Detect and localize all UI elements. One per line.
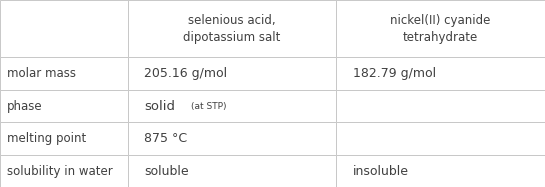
Bar [128,155,336,187]
Bar [0,57,128,90]
Text: (at STP): (at STP) [191,102,226,111]
Text: insoluble: insoluble [353,165,409,178]
Bar [336,122,545,155]
Text: solubility in water: solubility in water [7,165,112,178]
Text: selenious acid,
dipotassium salt: selenious acid, dipotassium salt [184,13,281,44]
Bar [336,90,545,122]
Bar [0,90,128,122]
Text: molar mass: molar mass [7,67,76,80]
Text: solid: solid [144,100,175,113]
Text: 875 °C: 875 °C [144,132,187,145]
Bar [336,155,545,187]
Bar [128,57,336,90]
Text: melting point: melting point [7,132,86,145]
Bar [128,90,336,122]
Bar [128,122,336,155]
Text: 205.16 g/mol: 205.16 g/mol [144,67,228,80]
Text: 182.79 g/mol: 182.79 g/mol [353,67,436,80]
Bar [336,0,545,57]
Bar [0,0,128,57]
Bar [128,0,336,57]
Bar [0,155,128,187]
Bar [0,122,128,155]
Text: nickel(II) cyanide
tetrahydrate: nickel(II) cyanide tetrahydrate [390,13,491,44]
Bar [336,57,545,90]
Text: phase: phase [7,100,42,113]
Text: soluble: soluble [144,165,189,178]
